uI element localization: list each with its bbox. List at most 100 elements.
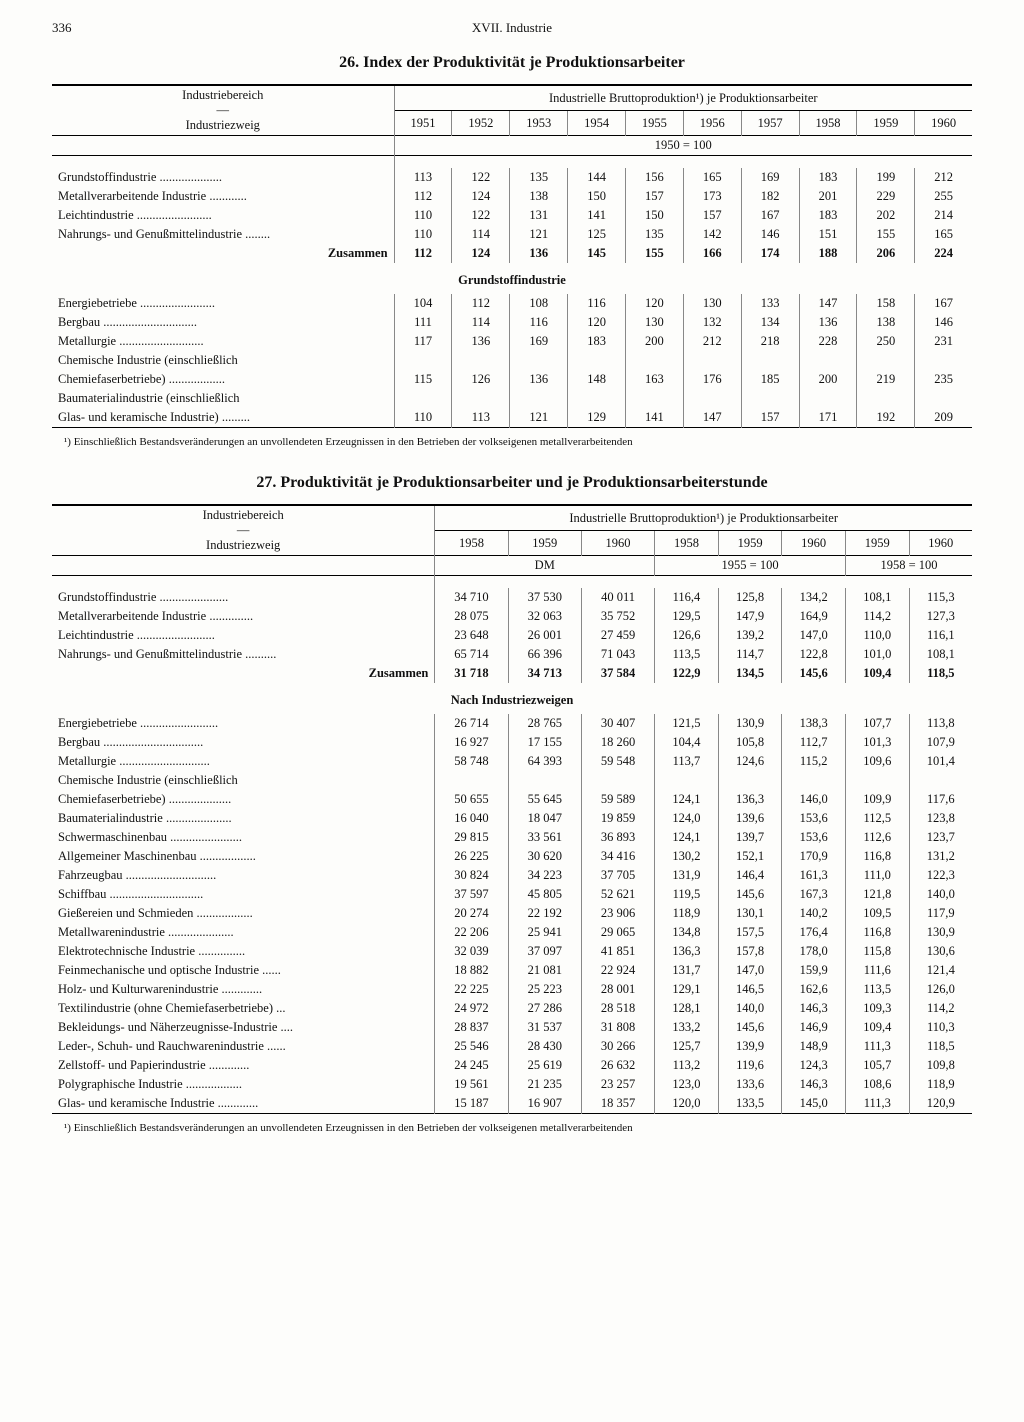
t26-cell: 108 — [510, 294, 568, 313]
t27-cell: 26 225 — [435, 847, 508, 866]
t27-row-label: Leder-, Schuh- und Rauchwarenindustrie .… — [52, 1037, 435, 1056]
t26-row-label: Glas- und keramische Industrie) ........… — [52, 408, 394, 428]
t26-row-label: Chemische Industrie (einschließlich — [52, 351, 394, 370]
t27-cell: 28 837 — [435, 1018, 508, 1037]
t26-cell: 111 — [394, 313, 452, 332]
t27-row-label: Chemiefaserbetriebe) ...................… — [52, 790, 435, 809]
t26-cell: 135 — [510, 168, 568, 187]
t27-cell: 129,1 — [655, 980, 719, 999]
t26-cell: 142 — [683, 225, 741, 244]
t27-cell: 24 972 — [435, 999, 508, 1018]
t26-cell — [915, 351, 972, 370]
t27-cell: 29 815 — [435, 828, 508, 847]
t27-cell: 148,9 — [782, 1037, 846, 1056]
chapter-title: XVII. Industrie — [472, 20, 552, 36]
t27-cell: 23 648 — [435, 626, 508, 645]
t27-cell: 112,7 — [782, 733, 846, 752]
t26-cell: 155 — [626, 244, 684, 263]
t27-cell: 59 589 — [581, 790, 654, 809]
t27-cell: 58 748 — [435, 752, 508, 771]
t26-row-label: Chemiefaserbetriebe) .................. — [52, 370, 394, 389]
t27-row-label: Zusammen — [52, 664, 435, 683]
t27-cell: 139,2 — [718, 626, 782, 645]
t27-cell: 35 752 — [581, 607, 654, 626]
t26-cell — [799, 389, 857, 408]
t26-cell: 122 — [452, 168, 510, 187]
t27-cell: 123,8 — [909, 809, 972, 828]
t27-cell: 101,3 — [845, 733, 909, 752]
t26-cell: 218 — [741, 332, 799, 351]
t27-cell: 121,4 — [909, 961, 972, 980]
t27-cell: 120,0 — [655, 1094, 719, 1114]
t27-cell: 119,6 — [718, 1056, 782, 1075]
t27-cell: 124,0 — [655, 809, 719, 828]
t26-cell: 200 — [626, 332, 684, 351]
t26-year: 1953 — [510, 111, 568, 136]
t27-unit3: 1958 = 100 — [845, 556, 972, 576]
t27-cell: 109,9 — [845, 790, 909, 809]
t27-cell: 52 621 — [581, 885, 654, 904]
t26-cell: 228 — [799, 332, 857, 351]
t27-row-label: Metallverarbeitende Industrie ..........… — [52, 607, 435, 626]
t26-cell: 209 — [915, 408, 972, 428]
t27-cell: 45 805 — [508, 885, 581, 904]
t27-cell: 33 561 — [508, 828, 581, 847]
t26-cell: 147 — [799, 294, 857, 313]
t27-cell: 162,6 — [782, 980, 846, 999]
t26-cell: 166 — [683, 244, 741, 263]
t27-cell: 31 537 — [508, 1018, 581, 1037]
t26-cell: 214 — [915, 206, 972, 225]
t26-year: 1956 — [683, 111, 741, 136]
t27-cell: 25 546 — [435, 1037, 508, 1056]
t27-cell: 145,6 — [718, 1018, 782, 1037]
t27-cell: 30 407 — [581, 714, 654, 733]
t26-row-label: Energiebetriebe ........................ — [52, 294, 394, 313]
t27-cell: 19 561 — [435, 1075, 508, 1094]
t26-cell — [857, 389, 915, 408]
t26-cell: 158 — [857, 294, 915, 313]
t27-year: 1959 — [718, 531, 782, 556]
t26-cell: 212 — [915, 168, 972, 187]
t27-cell: 113,5 — [845, 980, 909, 999]
t26-cell: 155 — [857, 225, 915, 244]
t27-row-label: Energiebetriebe ........................… — [52, 714, 435, 733]
t27-cell: 122,8 — [782, 645, 846, 664]
t26-cell: 114 — [452, 225, 510, 244]
t26-cell: 150 — [568, 187, 626, 206]
t26-cell: 235 — [915, 370, 972, 389]
t26-cell: 174 — [741, 244, 799, 263]
t27-cell: 16 927 — [435, 733, 508, 752]
t26-cell: 110 — [394, 225, 452, 244]
t26-cell: 199 — [857, 168, 915, 187]
t27-cell: 138,3 — [782, 714, 846, 733]
t26-cell: 124 — [452, 187, 510, 206]
t27-cell: 64 393 — [508, 752, 581, 771]
t27-cell: 124,6 — [718, 752, 782, 771]
t27-cell: 28 765 — [508, 714, 581, 733]
t27-cell: 128,1 — [655, 999, 719, 1018]
t27-cell: 120,9 — [909, 1094, 972, 1114]
t27-cell: 122,9 — [655, 664, 719, 683]
t27-cell: 114,7 — [718, 645, 782, 664]
t27-cell: 21 081 — [508, 961, 581, 980]
t26-cell: 192 — [857, 408, 915, 428]
t27-row-label: Baumaterialindustrie ...................… — [52, 809, 435, 828]
t26-year: 1954 — [568, 111, 626, 136]
t27-cell: 23 906 — [581, 904, 654, 923]
t27-row-label: Metallurgie ............................… — [52, 752, 435, 771]
t27-cell: 130,9 — [909, 923, 972, 942]
t26-cell: 131 — [510, 206, 568, 225]
t27-row-label: Allgemeiner Maschinenbau ...............… — [52, 847, 435, 866]
t27-cell: 111,3 — [845, 1094, 909, 1114]
t26-cell: 171 — [799, 408, 857, 428]
t27-cell: 117,9 — [909, 904, 972, 923]
t27-cell: 41 851 — [581, 942, 654, 961]
t27-cell: 113,2 — [655, 1056, 719, 1075]
t27-cell: 109,5 — [845, 904, 909, 923]
t27-cell: 152,1 — [718, 847, 782, 866]
t26-cell: 122 — [452, 206, 510, 225]
t27-sub: Nach Industriezweigen — [52, 683, 972, 714]
t26-cell: 200 — [799, 370, 857, 389]
t26-cell: 113 — [394, 168, 452, 187]
t26-row-label: Grundstoffindustrie .................... — [52, 168, 394, 187]
